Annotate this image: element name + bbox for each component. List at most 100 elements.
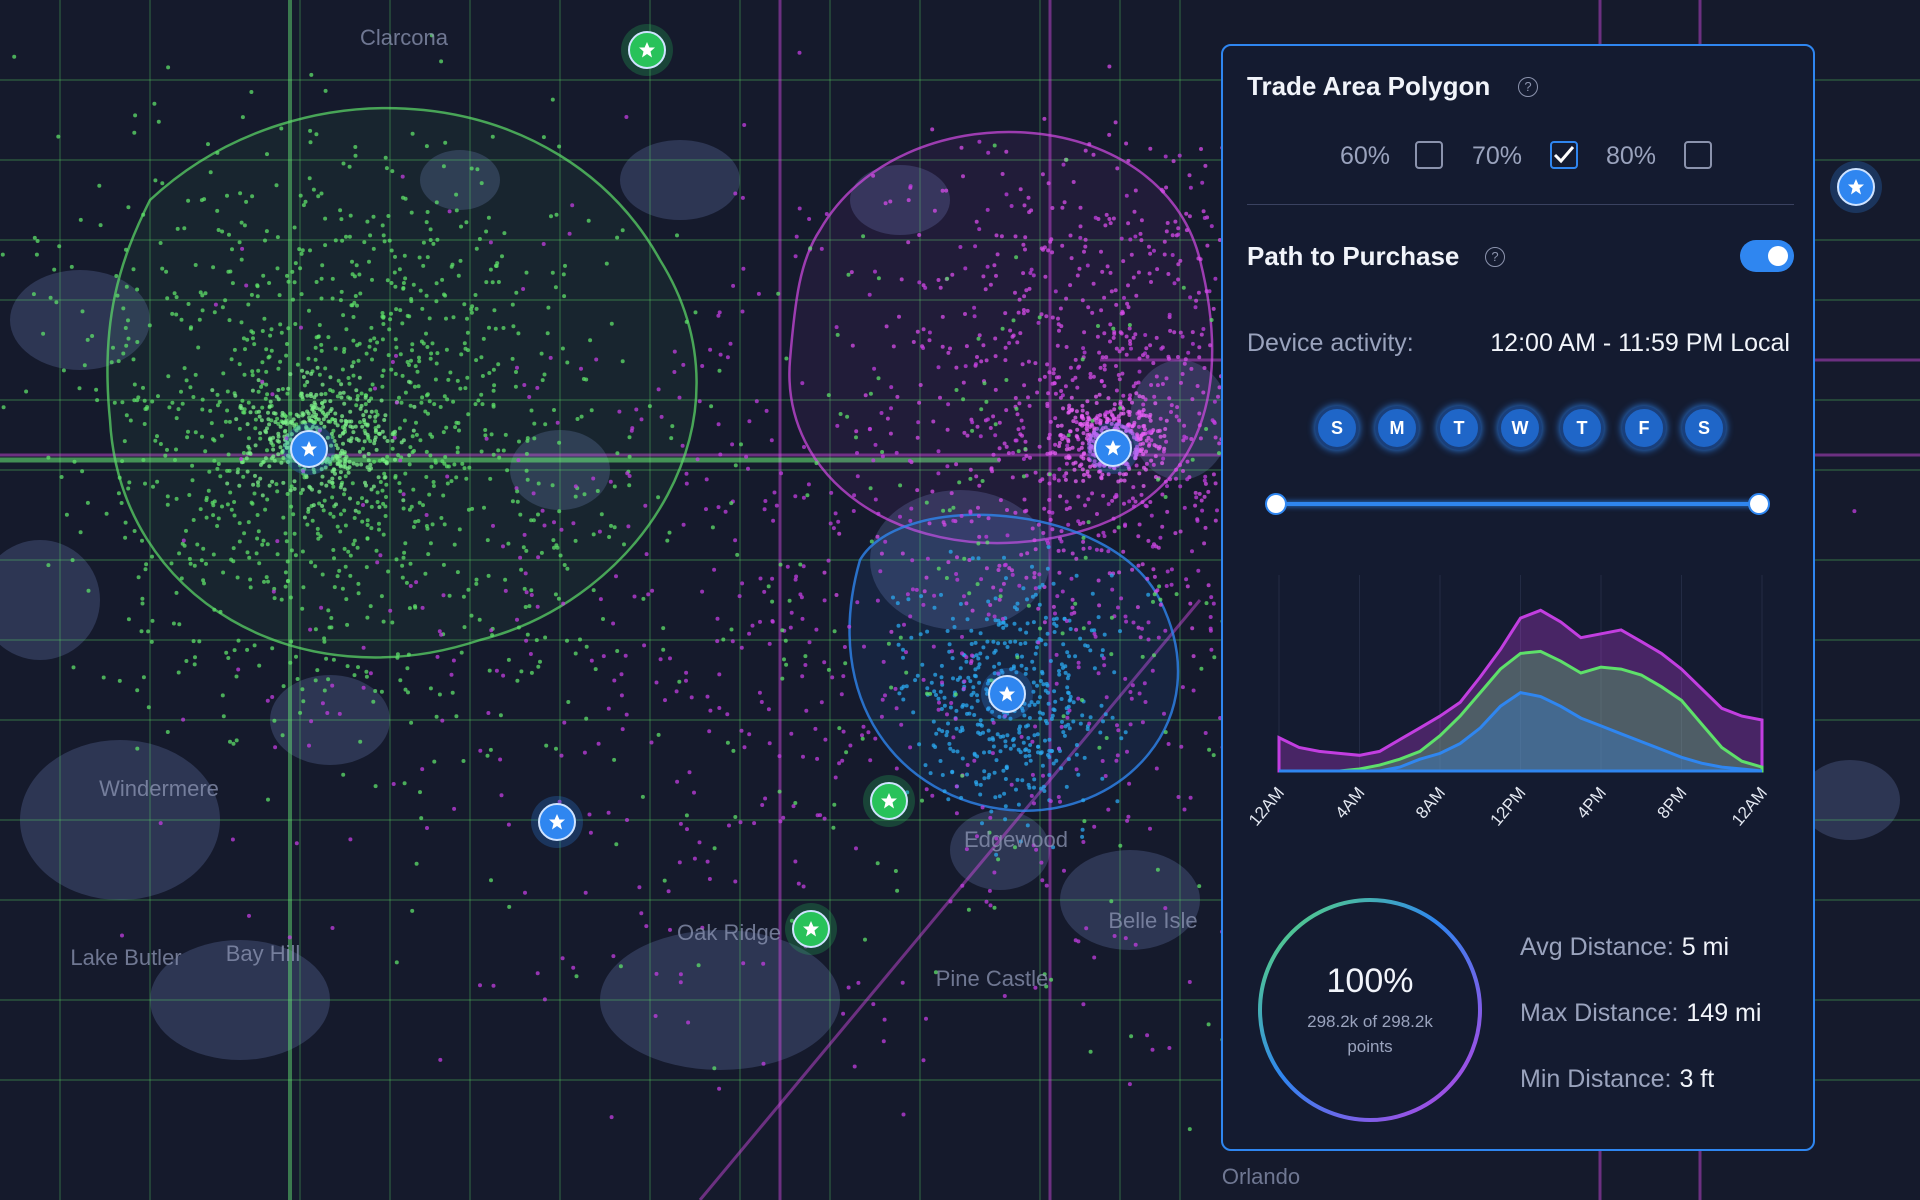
device-dot (1197, 491, 1202, 496)
toggle[interactable] (1740, 240, 1794, 272)
device-dot (215, 392, 220, 397)
device-dot (1027, 703, 1032, 708)
device-dot (643, 503, 648, 508)
device-dot (397, 267, 402, 272)
device-dot (289, 548, 294, 553)
device-dot (190, 463, 195, 468)
device-dot (1202, 216, 1207, 220)
device-dot (339, 418, 344, 423)
device-dot (1024, 761, 1029, 766)
device-dot (240, 246, 245, 251)
checkbox[interactable] (1684, 141, 1712, 169)
device-dot (1062, 868, 1066, 873)
device-dot (1176, 262, 1181, 267)
device-dot (193, 263, 198, 267)
device-dot (611, 954, 616, 959)
device-dot (463, 386, 468, 391)
day-button[interactable]: S (1682, 406, 1726, 450)
device-dot (961, 686, 966, 691)
checkbox[interactable] (1550, 141, 1578, 169)
device-dot (261, 459, 266, 464)
device-dot (147, 323, 152, 328)
device-dot (312, 421, 317, 425)
device-dot (434, 200, 439, 205)
device-dot (279, 597, 284, 602)
device-dot (215, 524, 220, 528)
device-dot (1050, 713, 1055, 718)
device-dot (1162, 239, 1167, 244)
device-dot (516, 458, 521, 463)
device-dot (998, 734, 1003, 739)
device-dot (353, 145, 358, 149)
device-dot (925, 629, 930, 634)
device-dot (322, 639, 327, 644)
device-dot (1210, 418, 1215, 423)
device-dot (482, 505, 486, 510)
device-dot (1087, 432, 1092, 437)
day-button[interactable]: W (1498, 406, 1542, 450)
marker-icon (639, 42, 655, 58)
device-dot (85, 500, 90, 505)
device-dot (793, 859, 798, 864)
device-dot (1041, 784, 1046, 789)
device-dot (167, 405, 172, 410)
stat-value: 149 mi (1686, 999, 1762, 1027)
device-dot (1112, 934, 1117, 938)
device-dot (544, 743, 549, 748)
slider-handle[interactable] (1265, 493, 1287, 515)
device-dot (909, 506, 914, 511)
device-dot (995, 732, 1000, 737)
value: 12:00 AM - 11:59 PM Local (1490, 329, 1790, 357)
device-dot (330, 296, 335, 301)
day-button[interactable]: F (1622, 406, 1666, 450)
device-dot (938, 285, 943, 290)
device-dot (1056, 478, 1061, 483)
device-dot (1138, 635, 1143, 640)
day-button[interactable]: M (1375, 406, 1419, 450)
day-button[interactable]: T (1437, 406, 1481, 450)
device-dot (767, 641, 772, 646)
device-dot (240, 398, 245, 403)
device-dot (666, 889, 671, 894)
day-button[interactable]: T (1560, 406, 1604, 450)
device-dot (542, 523, 547, 528)
device-dot (177, 551, 182, 556)
device-dot (1064, 507, 1069, 512)
device-dot (983, 287, 988, 292)
device-dot (1173, 219, 1178, 224)
device-dot (1051, 707, 1056, 712)
device-dot (1124, 334, 1129, 339)
device-dot (1212, 655, 1217, 660)
device-dot (215, 208, 220, 213)
device-dot (573, 651, 578, 656)
device-dot (1046, 701, 1051, 706)
device-dot (1203, 474, 1208, 479)
device-dot (381, 619, 386, 624)
device-dot (206, 488, 211, 493)
day-button[interactable]: S (1315, 406, 1359, 450)
device-dot (1125, 749, 1129, 754)
slider-handle[interactable] (1748, 493, 1770, 515)
device-dot (1029, 267, 1034, 272)
device-dot (364, 565, 369, 570)
device-dot (1092, 666, 1097, 671)
x-tick-label: 8PM (1654, 783, 1691, 822)
device-dot (265, 497, 270, 502)
checkbox[interactable] (1415, 141, 1443, 169)
device-dot (12, 54, 17, 59)
device-dot (800, 616, 805, 621)
device-dot (456, 273, 461, 278)
device-dot (988, 603, 993, 607)
device-dot (403, 196, 408, 201)
device-dot (1091, 374, 1096, 379)
device-dot (807, 217, 812, 221)
device-dot (277, 293, 282, 298)
device-dot (284, 436, 289, 441)
device-dot (1002, 555, 1006, 560)
device-dot (289, 432, 294, 437)
device-dot (784, 356, 789, 361)
device-dot (357, 341, 362, 346)
device-dot (562, 720, 567, 725)
device-dot (565, 566, 570, 571)
device-dot (69, 264, 74, 269)
